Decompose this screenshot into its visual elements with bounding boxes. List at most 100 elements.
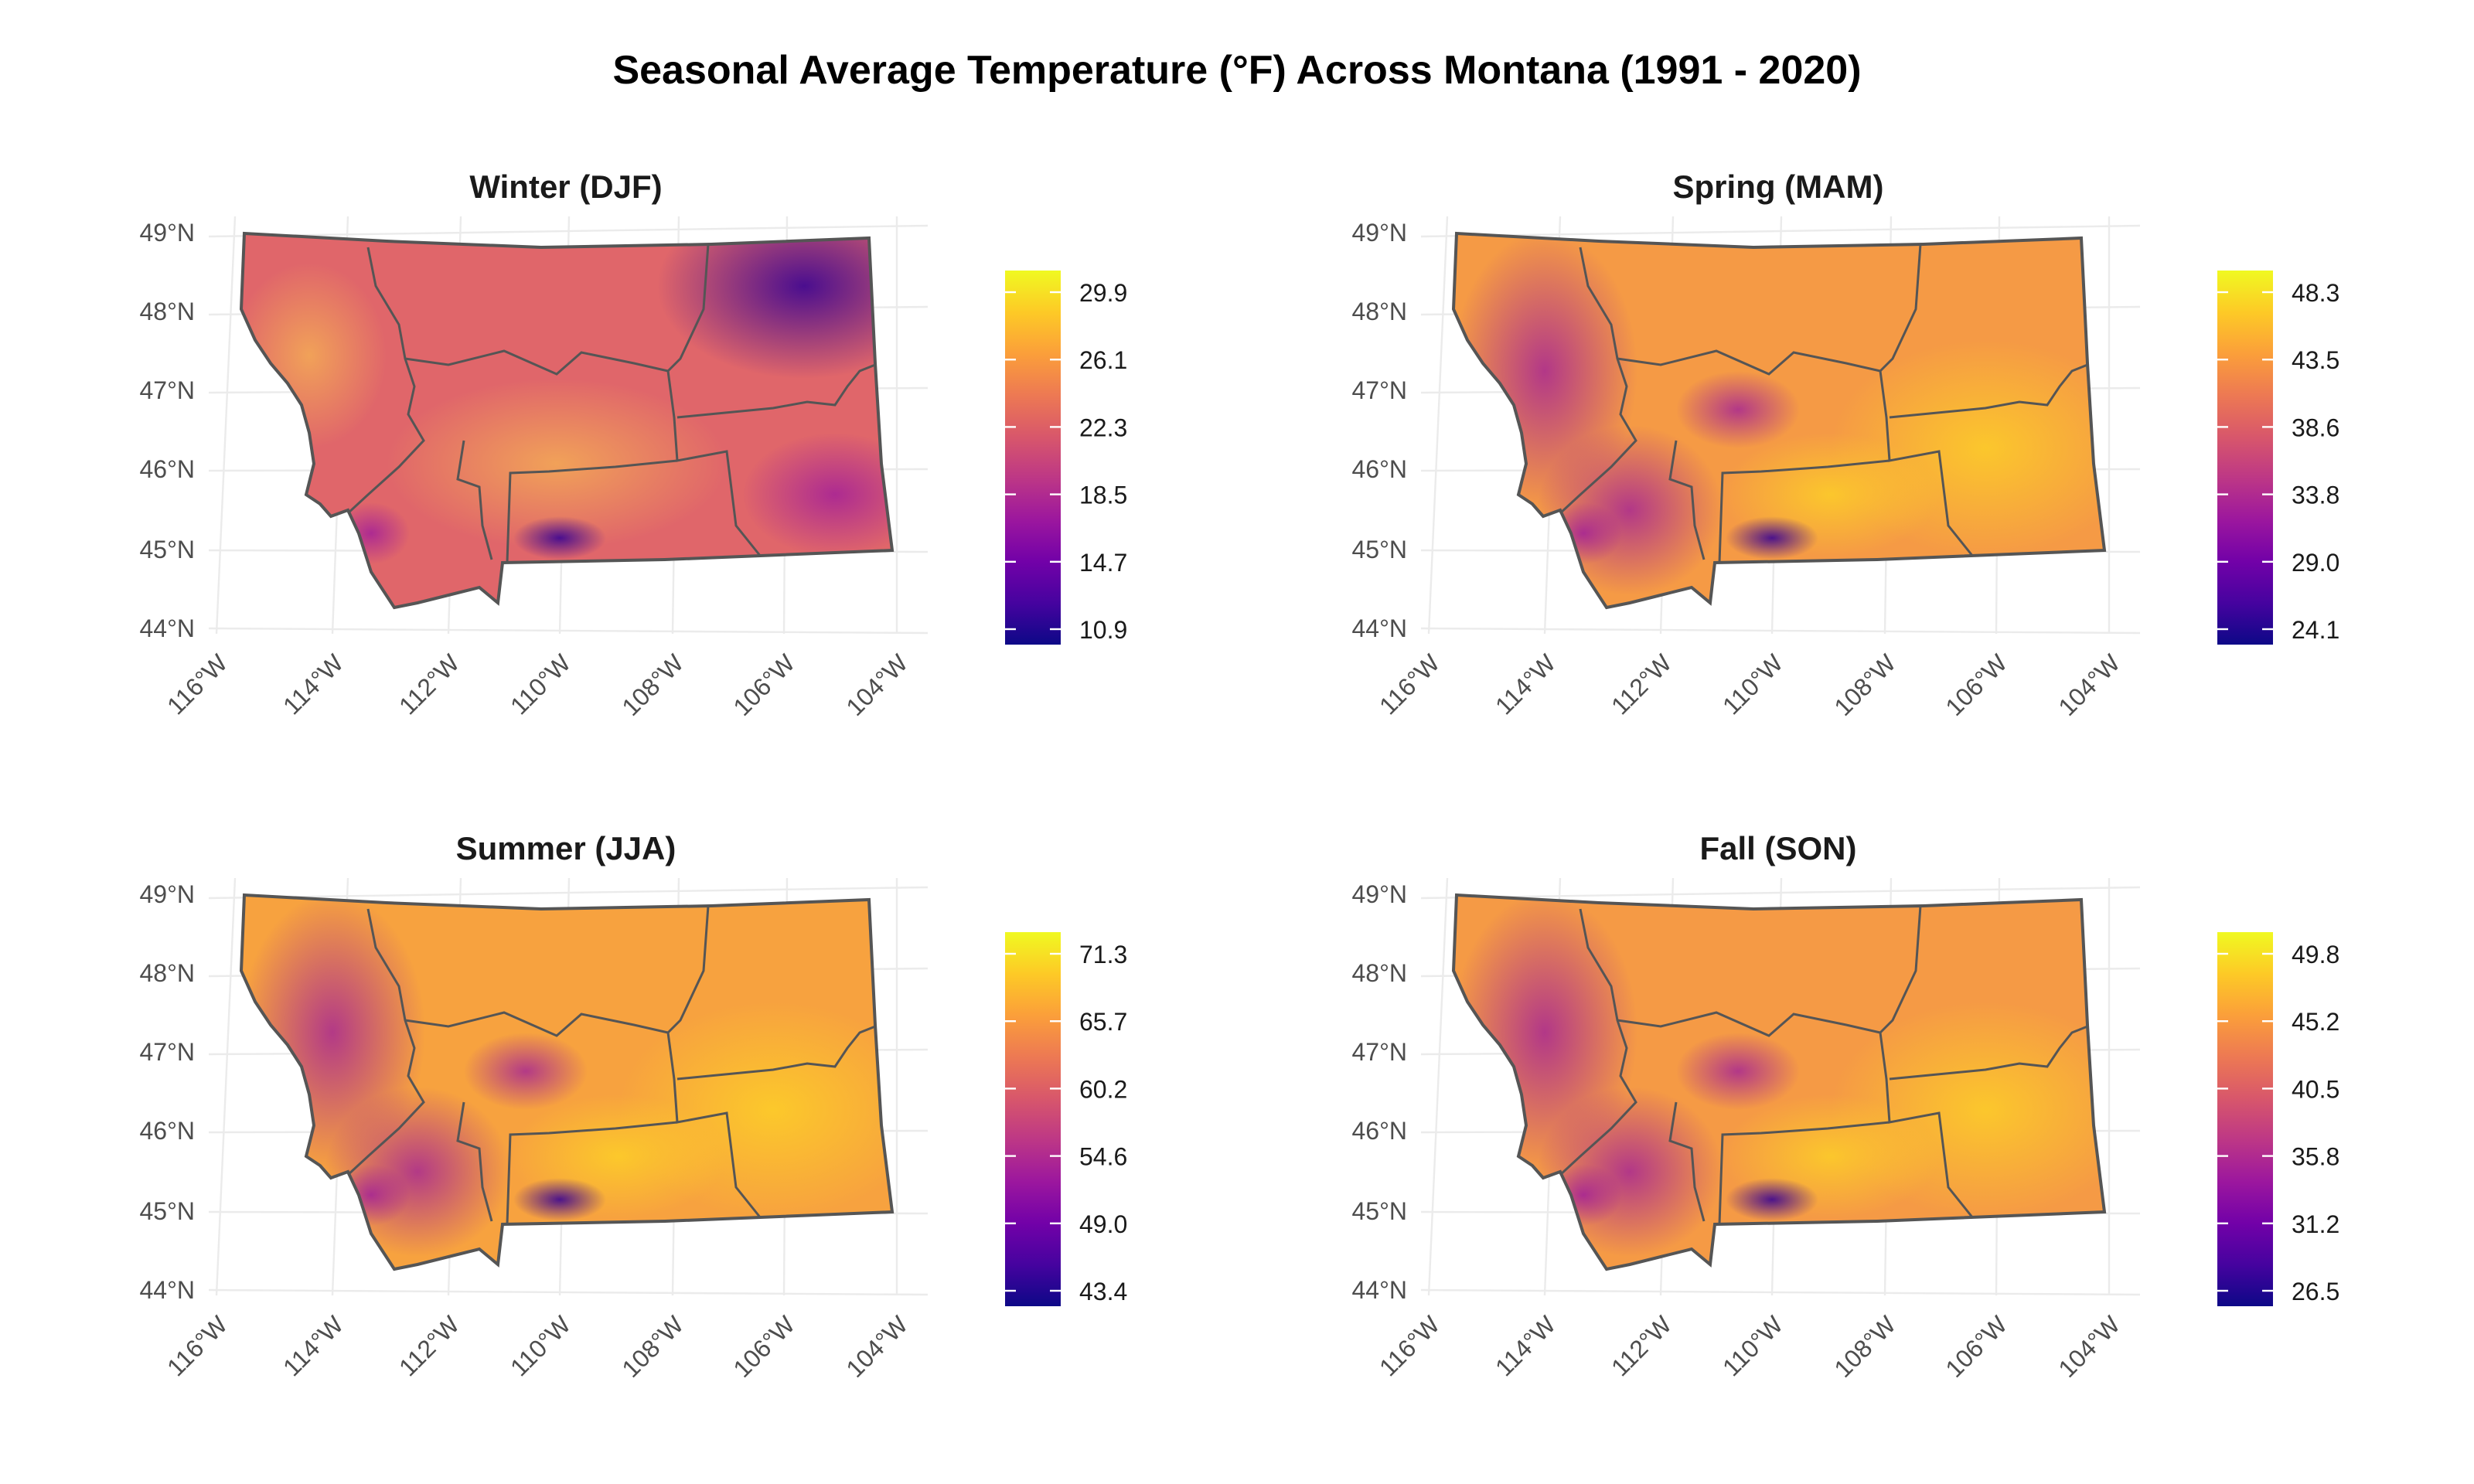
lon-tick-label: 106°W xyxy=(1940,1310,2012,1383)
graticule-lat-line xyxy=(208,1288,929,1296)
lon-tick-label: 112°W xyxy=(1606,1310,1677,1381)
colorbar-tick-label: 33.8 xyxy=(2292,482,2339,509)
graticule-lon-line xyxy=(1427,216,1449,635)
colorbar-tick-label: 71.3 xyxy=(1079,941,1127,968)
climate-division-boundary xyxy=(1559,247,1637,515)
graticule-lat-line xyxy=(208,627,929,635)
lat-tick-label: 45°N xyxy=(1352,1197,1408,1225)
climate-division-boundary xyxy=(1718,1121,1890,1225)
climate-division-boundary xyxy=(1668,440,1706,560)
colorbar-tick-label: 24.1 xyxy=(2292,616,2339,644)
panel-winter: Winter (DJF) 49°N 48°N 47°N 46°N 45°N 44°N 116°… xyxy=(140,168,1128,721)
colorbar-tick-label: 10.9 xyxy=(1079,616,1127,644)
colorbar-tick-label: 22.3 xyxy=(1079,414,1127,441)
colorbar-tick-label: 26.1 xyxy=(1079,346,1127,374)
colorbar xyxy=(1005,271,1061,645)
colorbar-tick-label: 35.8 xyxy=(2292,1143,2339,1171)
colorbar xyxy=(2217,271,2273,645)
figure-title: Seasonal Average Temperature (°F) Across… xyxy=(612,48,1861,93)
climate-division-boundary xyxy=(1668,1101,1706,1222)
climate-division-boundary xyxy=(1889,363,2088,419)
lon-tick-label: 104°W xyxy=(840,648,913,721)
climate-division-boundary xyxy=(456,440,493,560)
lat-tick-label: 48°N xyxy=(140,959,196,987)
lon-tick-label: 112°W xyxy=(394,648,465,720)
lon-tick-label: 116°W xyxy=(162,1310,233,1381)
graticule-lat-line xyxy=(1420,1288,2141,1296)
lat-tick-label: 47°N xyxy=(1352,1038,1408,1066)
lat-tick-label: 46°N xyxy=(140,1117,196,1145)
colorbar-tick-label: 60.2 xyxy=(1079,1075,1127,1103)
colorbar-tick-label: 14.7 xyxy=(1079,549,1127,577)
lon-tick-label: 116°W xyxy=(162,648,233,720)
colorbar-tick-label: 26.5 xyxy=(2292,1278,2339,1305)
lon-tick-label: 108°W xyxy=(1828,648,1901,721)
colorbar-tick-label: 49.8 xyxy=(2292,941,2339,968)
lon-tick-label: 114°W xyxy=(1490,648,1561,720)
lat-tick-label: 49°N xyxy=(140,880,196,908)
colorbar-tick-label: 38.6 xyxy=(2292,414,2339,441)
lat-tick-label: 49°N xyxy=(1352,880,1408,908)
montana-outline xyxy=(1451,231,2107,610)
colorbar-tick-label: 45.2 xyxy=(2292,1008,2339,1036)
lon-tick-label: 106°W xyxy=(728,1310,800,1383)
lon-tick-label: 108°W xyxy=(616,1310,689,1383)
lon-tick-label: 110°W xyxy=(505,1310,576,1381)
colorbar-tick-label: 18.5 xyxy=(1079,482,1127,509)
lon-tick-label: 104°W xyxy=(2053,1310,2125,1383)
climate-division-boundary xyxy=(1617,1011,1975,1219)
lat-tick-label: 44°N xyxy=(1352,1276,1408,1304)
climate-division-boundary xyxy=(1718,459,1890,563)
temperature-raster xyxy=(241,233,892,608)
lon-tick-label: 104°W xyxy=(2053,648,2125,721)
montana-outline xyxy=(239,231,895,610)
climate-division-boundary xyxy=(1879,905,1922,1034)
lon-tick-label: 110°W xyxy=(1717,1310,1788,1381)
lat-tick-label: 47°N xyxy=(140,376,196,404)
lat-tick-label: 45°N xyxy=(140,536,196,563)
colorbar xyxy=(2217,932,2273,1306)
lat-tick-label: 46°N xyxy=(1352,1117,1408,1145)
montana-outline xyxy=(1451,893,2107,1271)
lat-tick-label: 46°N xyxy=(1352,455,1408,483)
climate-division-boundary xyxy=(1559,908,1637,1176)
colorbar-tick-label: 43.5 xyxy=(2292,346,2339,374)
climate-division-boundary xyxy=(676,363,876,419)
temperature-raster xyxy=(1453,895,2104,1269)
colorbar-tick-label: 48.3 xyxy=(2292,279,2339,307)
lat-tick-label: 48°N xyxy=(1352,959,1408,987)
colorbar-tick-label: 65.7 xyxy=(1079,1008,1127,1036)
climate-division-boundary xyxy=(676,1025,876,1081)
lat-tick-label: 47°N xyxy=(140,1038,196,1066)
graticule-lon-line xyxy=(215,216,237,635)
climate-division-boundary xyxy=(506,1121,678,1225)
lon-tick-label: 108°W xyxy=(616,648,689,721)
lat-tick-label: 45°N xyxy=(1352,536,1408,563)
climate-division-boundary xyxy=(456,1101,493,1222)
lon-tick-label: 116°W xyxy=(1374,1310,1445,1381)
lon-tick-label: 106°W xyxy=(1940,648,2012,721)
lon-tick-label: 114°W xyxy=(278,648,349,720)
lat-tick-label: 49°N xyxy=(1352,219,1408,247)
climate-division-boundary xyxy=(506,459,678,563)
lon-tick-label: 106°W xyxy=(728,648,800,721)
climate-division-boundary xyxy=(346,247,425,515)
climate-division-boundary xyxy=(346,908,425,1176)
lat-tick-label: 44°N xyxy=(1352,614,1408,642)
lat-tick-label: 45°N xyxy=(140,1197,196,1225)
graticule-lat-line xyxy=(1420,627,2141,635)
colorbar-tick-label: 49.0 xyxy=(1079,1210,1127,1238)
panel-summer: Summer (JJA) 49°N 48°N 47°N 46°N 45°N 44°N 116°… xyxy=(140,830,1128,1383)
colorbar-tick-label: 40.5 xyxy=(2292,1075,2339,1103)
colorbar-tick-label: 43.4 xyxy=(1079,1278,1127,1305)
lat-tick-label: 48°N xyxy=(1352,298,1408,325)
lon-tick-label: 112°W xyxy=(394,1310,465,1381)
panel-title: Winter (DJF) xyxy=(469,168,662,205)
lon-tick-label: 104°W xyxy=(840,1310,913,1383)
temperature-raster xyxy=(1453,233,2104,608)
lon-tick-label: 108°W xyxy=(1828,1310,1901,1383)
colorbar-tick-label: 29.0 xyxy=(2292,549,2339,577)
climate-division-boundary xyxy=(1617,349,1975,557)
lon-tick-label: 112°W xyxy=(1606,648,1677,720)
